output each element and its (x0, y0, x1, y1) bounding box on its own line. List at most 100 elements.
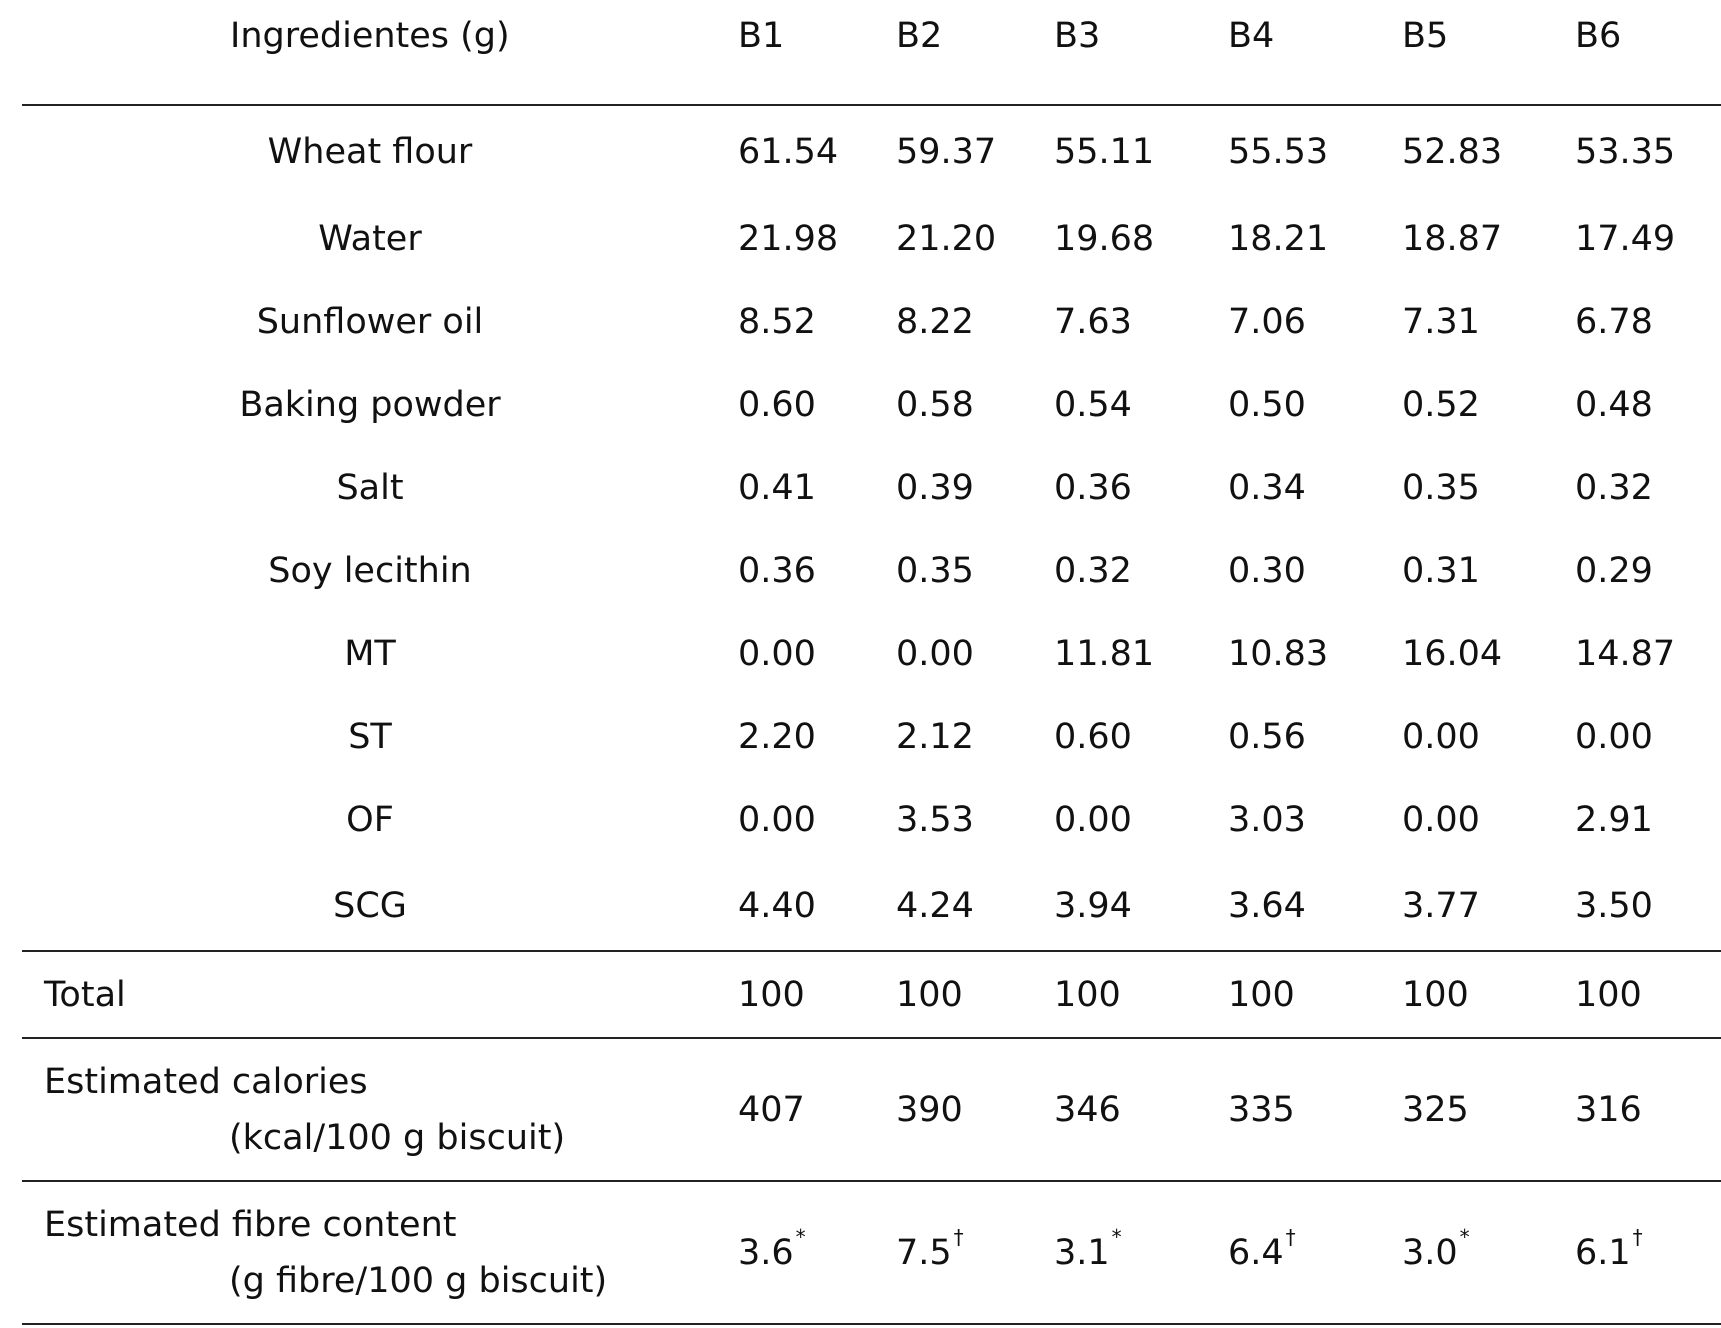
table-header: Ingredientes (g) B1 B2 B3 B4 B5 B6 (22, 0, 1721, 106)
table-cell: 7.63 (1054, 301, 1132, 342)
table-cell: 2.91 (1575, 799, 1653, 840)
table-cell: 0.39 (896, 467, 974, 508)
footnote-mark: † (1285, 1224, 1296, 1249)
fibre-value: 7.5 (896, 1232, 952, 1273)
table-cell: 335 (1216, 1038, 1390, 1182)
fibre-value: 6.1 (1575, 1232, 1631, 1273)
ingredient-name-text: Soy lecithin (268, 550, 472, 591)
table-cell: 16.04 (1402, 633, 1503, 674)
table-row: Salt 0.41 0.39 0.36 0.34 0.35 0.32 (22, 446, 1721, 529)
table-cell: 0.00 (1402, 799, 1480, 840)
table-cell: 61.54 (738, 131, 839, 172)
total-row: Total 100 100 100 100 100 100 (22, 951, 1721, 1039)
header-col-b1: B1 (726, 0, 884, 106)
table-cell: 0.48 (1575, 384, 1653, 425)
table-row: OF 0.00 3.53 0.00 3.03 0.00 2.91 (22, 778, 1721, 861)
ingredient-name: Soy lecithin (22, 529, 726, 612)
table-cell: 0.56 (1228, 716, 1306, 757)
table-cell: 0.60 (1054, 716, 1132, 757)
ingredient-name-text: MT (344, 633, 396, 674)
calories-label-line1: Estimated calories (44, 1061, 368, 1102)
table-cell: 407 (726, 1038, 884, 1182)
table-cell: 0.29 (1575, 550, 1653, 591)
table-row: Wheat flour 61.54 59.37 55.11 55.53 52.8… (22, 105, 1721, 197)
table-cell: 100 (1216, 951, 1390, 1039)
ingredient-name: Sunflower oil (22, 280, 726, 363)
table-cell: 8.52 (738, 301, 816, 342)
footnote-mark: * (1459, 1224, 1470, 1249)
table-row: ST 2.20 2.12 0.60 0.56 0.00 0.00 (22, 695, 1721, 778)
ingredients-table-container: Ingredientes (g) B1 B2 B3 B4 B5 B6 Wheat… (22, 0, 1721, 1325)
table-cell: 0.31 (1402, 550, 1480, 591)
ingredient-name-text: ST (348, 716, 392, 757)
table-cell: 3.77 (1390, 861, 1563, 952)
table-cell: 0.32 (1054, 550, 1132, 591)
table-cell: 10.83 (1228, 633, 1329, 674)
table-cell: 0.58 (896, 384, 974, 425)
table-cell: 7.5 † (884, 1181, 1042, 1325)
table-cell: 0.00 (896, 633, 974, 674)
table-cell: 0.34 (1228, 467, 1306, 508)
header-col-b3: B3 (1042, 0, 1216, 106)
table-cell: 4.24 (884, 861, 1042, 952)
ingredient-name-text: SCG (333, 885, 407, 926)
table-cell: 0.52 (1402, 384, 1480, 425)
fibre-value: 6.4 (1228, 1232, 1284, 1273)
table-cell: 0.60 (738, 384, 816, 425)
calories-label: Estimated calories (kcal/100 g biscuit) (22, 1038, 726, 1182)
table-cell: 0.30 (1228, 550, 1306, 591)
table-cell: 0.00 (1054, 799, 1132, 840)
table-cell: 3.53 (896, 799, 974, 840)
table-cell: 7.06 (1228, 301, 1306, 342)
table-cell: 316 (1563, 1038, 1721, 1182)
summary-body: Total 100 100 100 100 100 100 Estimated … (22, 951, 1721, 1325)
table-cell: 3.94 (1042, 861, 1216, 952)
ingredient-name: Water (22, 197, 726, 280)
ingredient-name-text: Baking powder (239, 384, 501, 425)
biscuit-formulation-table: Ingredientes (g) B1 B2 B3 B4 B5 B6 Wheat… (22, 0, 1721, 1325)
table-cell: 0.50 (1228, 384, 1306, 425)
table-cell: 59.37 (896, 131, 997, 172)
table-row: Soy lecithin 0.36 0.35 0.32 0.30 0.31 0.… (22, 529, 1721, 612)
table-cell: 100 (1042, 951, 1216, 1039)
footnote-mark: * (795, 1224, 806, 1249)
table-cell: 21.98 (738, 218, 839, 259)
table-cell: 6.78 (1575, 301, 1653, 342)
table-cell: 4.40 (726, 861, 884, 952)
table-cell: 100 (884, 951, 1042, 1039)
table-cell: 325 (1390, 1038, 1563, 1182)
header-col-b4: B4 (1216, 0, 1390, 106)
table-cell: 0.36 (1054, 467, 1132, 508)
table-cell: 8.22 (896, 301, 974, 342)
header-col-b6: B6 (1563, 0, 1721, 106)
table-cell: 0.35 (896, 550, 974, 591)
table-cell: 100 (1390, 951, 1563, 1039)
table-cell: 2.12 (896, 716, 974, 757)
table-row: Water 21.98 21.20 19.68 18.21 18.87 17.4… (22, 197, 1721, 280)
table-cell: 7.31 (1402, 301, 1480, 342)
ingredient-name-text: Salt (336, 467, 404, 508)
table-cell: 19.68 (1054, 218, 1155, 259)
table-cell: 6.4 † (1216, 1181, 1390, 1325)
header-row: Ingredientes (g) B1 B2 B3 B4 B5 B6 (22, 0, 1721, 106)
header-col-b2: B2 (884, 0, 1042, 106)
table-cell: 14.87 (1575, 633, 1676, 674)
ingredient-name-text: Wheat flour (267, 131, 473, 172)
table-cell: 18.87 (1402, 218, 1503, 259)
table-cell: 2.20 (738, 716, 816, 757)
fibre-value: 3.1 (1054, 1232, 1110, 1273)
table-cell: 3.6 * (726, 1181, 884, 1325)
table-cell: 3.03 (1228, 799, 1306, 840)
table-cell: 18.21 (1228, 218, 1329, 259)
fibre-label: Estimated fibre content (g fibre/100 g b… (22, 1181, 726, 1325)
fibre-value: 3.6 (738, 1232, 794, 1273)
table-cell: 3.0 * (1390, 1181, 1563, 1325)
table-cell: 53.35 (1575, 131, 1676, 172)
table-cell: 21.20 (896, 218, 997, 259)
fibre-label-line2: (g fibre/100 g biscuit) (229, 1260, 608, 1301)
ingredient-name: Wheat flour (22, 105, 726, 197)
header-col-b5: B5 (1390, 0, 1563, 106)
footnote-mark: † (1632, 1224, 1643, 1249)
ingredient-name-text: Water (318, 218, 422, 259)
table-cell: 0.00 (1575, 716, 1653, 757)
